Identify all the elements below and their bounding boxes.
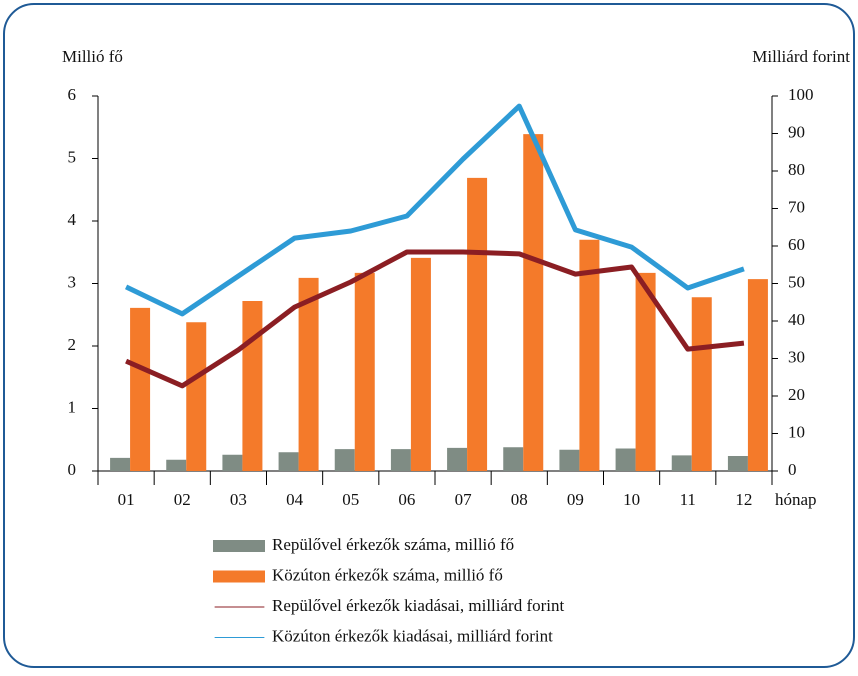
bar: [410, 257, 431, 471]
bar: [130, 307, 151, 471]
x-tick-label: 12: [735, 490, 752, 509]
legend-label: Közúton érkezők száma, millió fő: [272, 565, 503, 584]
x-tick-label: 07: [455, 490, 473, 509]
y-tick-label: 1: [68, 397, 77, 416]
y2-tick-label: 60: [788, 235, 805, 254]
y-tick-label: 6: [68, 85, 77, 104]
bar: [278, 452, 299, 471]
line: [125, 249, 745, 389]
bar: [222, 454, 243, 471]
y2-tick-label: 70: [788, 197, 805, 216]
y2-tick-label: 100: [788, 85, 814, 104]
bar: [354, 272, 375, 471]
bar: [503, 447, 524, 471]
legend-label: Repülővel érkezők száma, millió fő: [272, 535, 514, 554]
bar: [334, 449, 355, 471]
bar: [727, 456, 748, 471]
legend-swatch: [213, 540, 265, 552]
x-tick-label: 10: [623, 490, 640, 509]
y-tick-label: 4: [68, 210, 77, 229]
bar: [298, 277, 319, 471]
x-tick-label: 03: [230, 490, 247, 509]
y2-axis-label: Milliárd forint: [752, 47, 850, 66]
bar: [186, 322, 207, 471]
legend-label: Repülővel érkezők kiadásai, milliárd for…: [272, 596, 564, 615]
bar: [110, 457, 131, 471]
bar: [447, 447, 468, 471]
x-tick-label: 06: [398, 490, 415, 509]
bar: [242, 301, 263, 471]
bar: [615, 448, 636, 471]
y-tick-label: 3: [68, 272, 77, 291]
y-tick-label: 5: [68, 147, 77, 166]
x-tick-label: 02: [174, 490, 191, 509]
y2-tick-label: 30: [788, 347, 805, 366]
y-tick-label: 2: [68, 335, 77, 354]
bar: [747, 279, 768, 471]
y-axis-label: Millió fő: [62, 47, 123, 66]
x-tick-label: 09: [567, 490, 584, 509]
bar: [635, 272, 656, 471]
y-tick-label: 0: [68, 460, 77, 479]
x-tick-label: 01: [118, 490, 135, 509]
x-axis-label: hónap: [775, 490, 817, 509]
x-tick-label: 04: [286, 490, 304, 509]
y2-tick-label: 40: [788, 310, 805, 329]
x-tick-label: 11: [680, 490, 696, 509]
bar: [467, 177, 488, 471]
bar: [579, 239, 600, 471]
bar: [523, 134, 544, 471]
y2-tick-label: 0: [788, 460, 797, 479]
y2-tick-label: 80: [788, 160, 805, 179]
legend-label: Közúton érkezők kiadásai, milliárd forin…: [272, 626, 553, 645]
bar: [691, 297, 712, 471]
bar: [559, 449, 580, 471]
bar: [390, 449, 411, 471]
legend-swatch: [213, 570, 265, 583]
bar: [166, 459, 187, 471]
x-tick-label: 05: [342, 490, 359, 509]
y2-tick-label: 90: [788, 122, 805, 141]
bar: [671, 455, 692, 471]
x-tick-label: 08: [511, 490, 528, 509]
y2-tick-label: 20: [788, 385, 805, 404]
line: [124, 103, 745, 317]
y2-tick-label: 50: [788, 272, 805, 291]
y2-tick-label: 10: [788, 422, 805, 441]
